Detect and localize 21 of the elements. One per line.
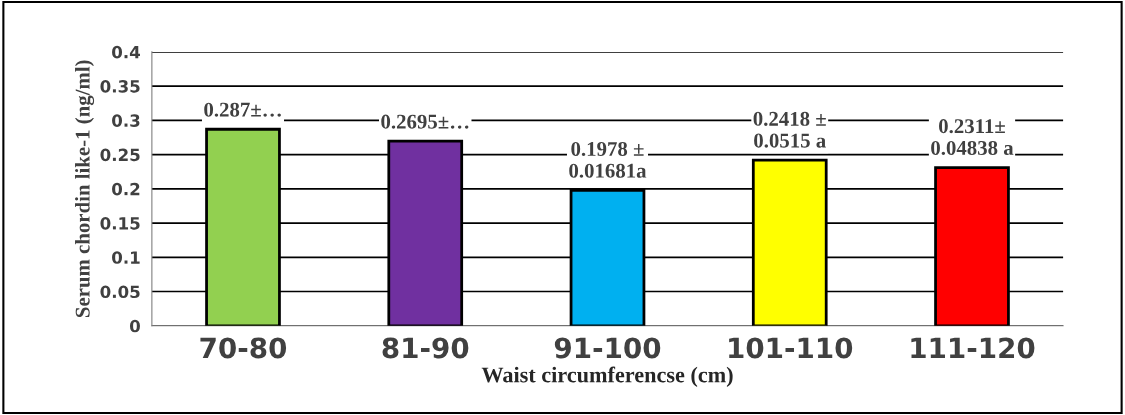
y-tick-label: 0.2 bbox=[112, 182, 140, 196]
data-label: 0.2695±… bbox=[381, 114, 469, 129]
x-tick-label: 91-100 bbox=[554, 337, 661, 359]
data-label: 0.2311± 0.04838 a bbox=[931, 119, 1014, 156]
x-tick-label: 111-120 bbox=[911, 337, 1035, 359]
x-axis-title: Waist circumferencse (cm) bbox=[481, 366, 733, 387]
x-tick-label: 81-90 bbox=[382, 337, 469, 359]
y-tick-label: 0.15 bbox=[100, 217, 140, 230]
y-tick-label: 0.05 bbox=[100, 285, 140, 299]
x-tick-label: 70-80 bbox=[200, 337, 287, 359]
y-tick-label: 0.4 bbox=[112, 45, 140, 59]
data-label: 0.2418 ± 0.0515 a bbox=[753, 111, 826, 148]
y-tick-label: 0.35 bbox=[100, 80, 140, 93]
y-tick-label: 0 bbox=[129, 319, 140, 333]
y-axis-title: Serum chordin like-1 (ng/ml) bbox=[75, 60, 95, 318]
x-tick-label: 101-110 bbox=[729, 337, 853, 359]
y-tick-label: 0.25 bbox=[100, 148, 140, 162]
data-label: 0.1978 ± 0.01681a bbox=[569, 141, 647, 178]
y-tick-label: 0.3 bbox=[112, 114, 140, 127]
data-label: 0.287±… bbox=[204, 102, 281, 117]
y-tick-label: 0.1 bbox=[112, 251, 140, 264]
